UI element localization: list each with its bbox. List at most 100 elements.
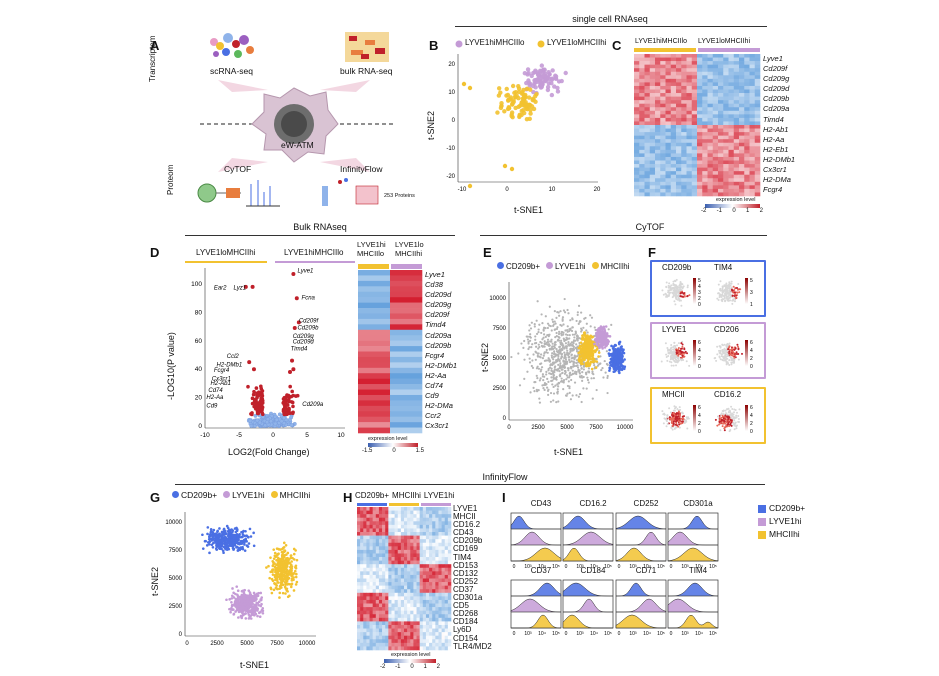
heatmap-cell (712, 114, 719, 119)
panel-c-legend-ticks: -2 -1 0 1 2 (701, 208, 763, 214)
panel-g-point-cd209b (217, 535, 221, 539)
heatmap-cell (702, 93, 708, 97)
heatmap-cell (723, 107, 729, 112)
heatmap-cell (739, 178, 745, 183)
heatmap-cell (665, 100, 672, 104)
panel-b-point-lyve1hi (543, 77, 548, 83)
panel-e-xlabel: t-SNE1 (554, 447, 584, 457)
panel-e-point-other (568, 391, 571, 395)
volcano-label: Fcgr4 (214, 368, 230, 374)
panel-g-point-cd209b (247, 542, 251, 545)
volcano-point-sig (291, 367, 296, 372)
heatmap-cell (697, 164, 703, 168)
feature-map-point (676, 417, 679, 420)
panel-g-point-cd209b (206, 526, 210, 529)
feature-map-point (730, 286, 733, 289)
heatmap-cell (723, 117, 729, 122)
heatmap-cell (634, 100, 640, 104)
heatmap-cell (665, 107, 672, 112)
volcano-point-sig (295, 393, 300, 398)
feature-map-point (668, 282, 671, 285)
feature-map-scale-tick: 3 (698, 290, 701, 296)
heatmap-cell (718, 132, 724, 136)
heatmap-cell (660, 114, 666, 119)
panel-g-point-cd209b (222, 528, 226, 531)
heatmap-cell (655, 64, 661, 69)
heatmap-cell (644, 174, 651, 179)
feature-map-point (670, 364, 673, 367)
panel-e-point-other (585, 322, 588, 325)
heatmap-cell (639, 89, 645, 94)
heatmap-cell (665, 103, 672, 108)
heatmap-cell (681, 188, 687, 193)
heatmap-cell (390, 362, 423, 369)
panel-e-point-other (551, 352, 554, 355)
heatmap-cell (686, 103, 693, 108)
side-label-proteom: Proteom (166, 164, 175, 195)
panel-g-point-cd209b (210, 543, 214, 547)
heatmap-cell (691, 110, 698, 115)
panel-e-point-other (569, 398, 573, 401)
panel-e-point-mhcii (596, 347, 599, 351)
heatmap-cell (723, 188, 729, 193)
volcano-label: H2-Aa (206, 395, 224, 401)
panel-e-point-other (557, 332, 561, 336)
heatmap-cell (718, 100, 724, 104)
heatmap-cell (718, 125, 724, 129)
panel-e-point-other (536, 377, 539, 380)
heatmap-cell (676, 149, 682, 154)
heatmap-cell (634, 93, 640, 97)
heatmap-cell (723, 146, 729, 151)
panel-e-legend: CD209b+ LYVE1hi MHCIIhi (497, 262, 629, 271)
heatmap-cell (686, 54, 693, 58)
heatmap-cell (707, 89, 714, 94)
panel-e-point-mhcii (590, 345, 594, 349)
feature-map-point (727, 407, 730, 410)
feature-map-point (669, 287, 672, 290)
feature-map-point (676, 298, 679, 301)
heatmap-cell (707, 103, 714, 108)
heatmap-cell (649, 57, 656, 62)
panel-e-point-mhcii (586, 364, 590, 368)
panel-e-point-cd209b (613, 370, 617, 373)
heatmap-cell (644, 110, 651, 115)
panel-g-point-lyve1 (231, 587, 234, 590)
feature-map-point (681, 295, 684, 298)
panel-label-h: H (343, 490, 353, 505)
panel-e-point-other (575, 334, 579, 337)
panel-e-point-lyve1 (601, 330, 604, 333)
heatmap-cell (739, 110, 745, 115)
heatmap-cell (702, 178, 708, 183)
panel-e-point-other (537, 328, 540, 331)
panel-e-point-other (541, 322, 544, 325)
feature-map-scale-tick: 6 (750, 340, 753, 346)
heatmap-cell (686, 181, 693, 186)
heatmap-cell (749, 171, 756, 175)
panel-e-point-other (556, 326, 559, 329)
heatmap-cell (686, 125, 693, 129)
heatmap-cell (639, 132, 645, 136)
panel-b-point-lyve1hi (555, 89, 561, 94)
panel-e-point-other (540, 368, 543, 371)
heatmap-cell (634, 96, 640, 101)
feature-map-point (730, 363, 733, 366)
heatmap-cell (644, 100, 651, 104)
feature-map-title: CD206 (714, 325, 739, 334)
heatmap-cell (744, 89, 750, 94)
heatmap-cell (665, 93, 672, 97)
feature-map-point (728, 425, 731, 428)
heatmap-cell (707, 82, 714, 87)
feature-map-point (723, 343, 726, 346)
heatmap-cell (390, 270, 423, 276)
heatmap-cell (644, 142, 651, 147)
panel-g-point-cd209b (245, 540, 248, 543)
heatmap-cell (754, 171, 761, 175)
heatmap-cell (665, 85, 672, 90)
panel-e-point-cd209b (612, 367, 616, 370)
heatmap-cell (670, 188, 677, 193)
heatmap-cell (712, 160, 719, 165)
volcano-point-sig (289, 394, 294, 399)
feature-map-point (683, 420, 686, 423)
panel-e-point-other (575, 348, 578, 351)
